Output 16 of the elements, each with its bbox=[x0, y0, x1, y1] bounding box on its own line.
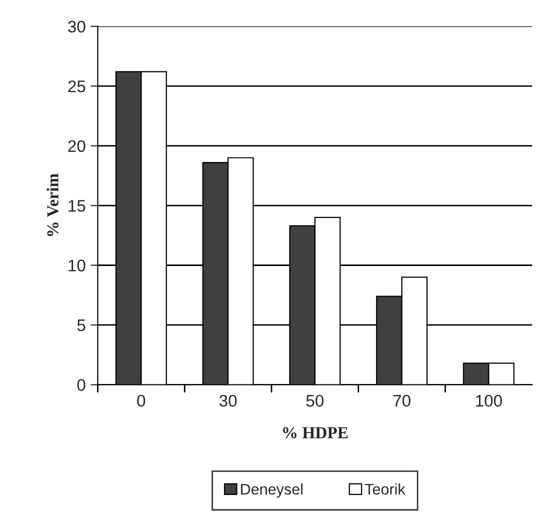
x-tick-label: 0 bbox=[137, 394, 146, 407]
y-tick-label: 25 bbox=[68, 80, 86, 92]
y-tick-label: 30 bbox=[68, 20, 86, 33]
x-tick-label: 100 bbox=[476, 394, 502, 407]
x-axis-title: % HDPE bbox=[283, 427, 348, 438]
y-tick-label: 20 bbox=[68, 140, 86, 152]
x-tick-label: 30 bbox=[219, 394, 237, 407]
y-tick-label: 0 bbox=[77, 379, 86, 391]
y-tick-label: 5 bbox=[77, 320, 86, 332]
y-axis-title: % Verim bbox=[46, 174, 59, 236]
legend-label: Deneysel bbox=[241, 483, 302, 498]
y-tick-label: 15 bbox=[68, 200, 86, 212]
x-tick-label: 50 bbox=[306, 394, 324, 407]
y-tick-label: 10 bbox=[68, 260, 86, 272]
legend-label: Teorik bbox=[364, 483, 406, 495]
x-tick-label: 70 bbox=[393, 394, 410, 407]
